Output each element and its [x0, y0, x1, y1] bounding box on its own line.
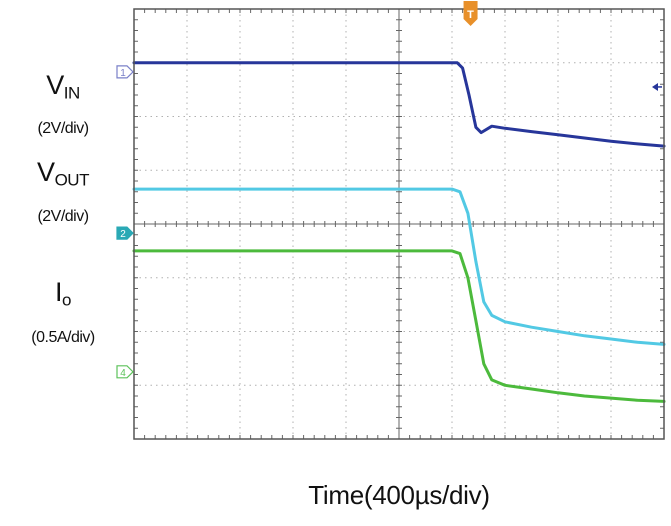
vin-name: V [46, 70, 64, 100]
channel-2-marker-label: 2 [120, 229, 126, 240]
channel-4-marker-icon [116, 365, 134, 379]
trigger-marker-icon [463, 1, 478, 26]
vin-scale-label: (2V/div) [37, 120, 89, 137]
io-name: I [55, 277, 63, 307]
io-scale-label: (0.5A/div) [31, 329, 95, 346]
channel-1-marker-icon [116, 65, 134, 79]
vout-sub: OUT [54, 170, 90, 190]
channel-2-marker-icon [116, 226, 134, 240]
vout-name: V [37, 157, 55, 187]
vout-scale-label: (2V/div) [37, 208, 89, 225]
plot-frame [133, 8, 665, 440]
vin-label: VIN [0, 70, 126, 103]
vin-sub: IN [63, 83, 81, 103]
channel-1-marker-label: 1 [120, 68, 126, 79]
trace-io [132, 249, 666, 403]
io-sub: o [62, 290, 71, 310]
trigger-marker-label: T [467, 9, 474, 21]
vout-label: VOUT [0, 157, 126, 190]
trace-vin [132, 61, 666, 148]
trigger-level-arrow-icon [652, 82, 658, 91]
channel-4-marker-label: 4 [120, 368, 126, 379]
trace-vout [132, 187, 666, 346]
io-label: Io [0, 277, 126, 310]
x-axis-label: Time(400µs/div) [308, 480, 490, 510]
